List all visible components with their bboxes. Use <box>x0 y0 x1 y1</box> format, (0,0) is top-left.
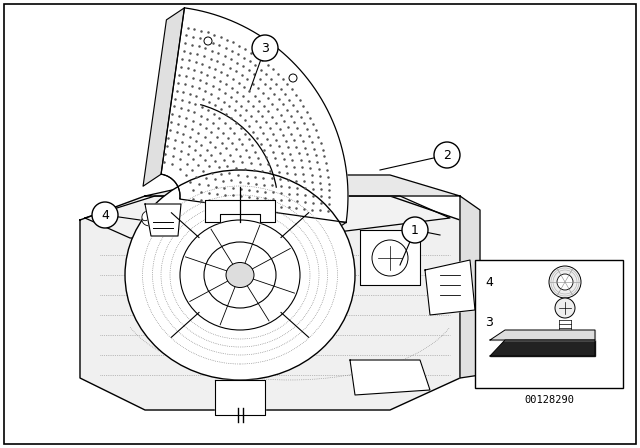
Text: 2: 2 <box>443 148 451 161</box>
Polygon shape <box>460 196 480 378</box>
Ellipse shape <box>142 214 158 226</box>
Polygon shape <box>350 360 430 395</box>
Text: 1: 1 <box>411 224 419 237</box>
Circle shape <box>289 74 297 82</box>
Text: 4: 4 <box>101 208 109 221</box>
Circle shape <box>204 37 212 45</box>
Polygon shape <box>162 199 346 234</box>
Text: 3: 3 <box>485 315 493 328</box>
Circle shape <box>372 240 408 276</box>
Circle shape <box>555 298 575 318</box>
Polygon shape <box>425 260 475 315</box>
Polygon shape <box>490 340 595 356</box>
Circle shape <box>557 274 573 290</box>
Circle shape <box>549 266 581 298</box>
Text: 3: 3 <box>261 42 269 55</box>
Text: 00128290: 00128290 <box>524 395 574 405</box>
Polygon shape <box>215 380 265 415</box>
Polygon shape <box>85 196 450 238</box>
Circle shape <box>252 35 278 61</box>
Ellipse shape <box>204 242 276 308</box>
Polygon shape <box>145 204 181 236</box>
Polygon shape <box>205 200 275 222</box>
Polygon shape <box>80 196 460 410</box>
Circle shape <box>434 142 460 168</box>
Polygon shape <box>145 175 460 196</box>
Ellipse shape <box>226 263 254 288</box>
Circle shape <box>402 217 428 243</box>
Circle shape <box>92 202 118 228</box>
Ellipse shape <box>142 211 150 221</box>
Ellipse shape <box>150 211 156 219</box>
Polygon shape <box>161 8 348 223</box>
Polygon shape <box>490 330 595 340</box>
Ellipse shape <box>180 220 300 330</box>
Polygon shape <box>143 8 184 186</box>
Bar <box>475 260 623 388</box>
Text: 4: 4 <box>485 276 493 289</box>
Polygon shape <box>360 230 420 285</box>
Ellipse shape <box>125 170 355 380</box>
Ellipse shape <box>149 218 161 228</box>
